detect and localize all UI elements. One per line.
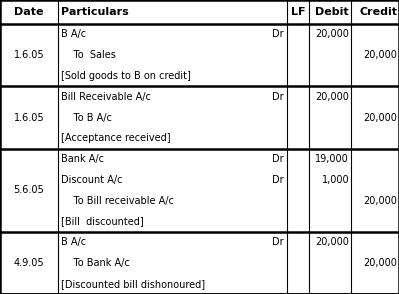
Text: [Discounted bill dishonoured]: [Discounted bill dishonoured] — [61, 279, 205, 289]
Text: Dr: Dr — [273, 237, 284, 247]
Text: [Bill  discounted]: [Bill discounted] — [61, 216, 144, 226]
Text: B A/c: B A/c — [61, 29, 86, 39]
Text: To  Sales: To Sales — [61, 50, 116, 60]
Text: 1,000: 1,000 — [322, 175, 349, 185]
Text: [Acceptance received]: [Acceptance received] — [61, 133, 171, 143]
Text: To Bank A/c: To Bank A/c — [61, 258, 130, 268]
Text: To Bill receivable A/c: To Bill receivable A/c — [61, 196, 174, 206]
Text: 20,000: 20,000 — [363, 196, 397, 206]
Text: 5.6.05: 5.6.05 — [14, 185, 44, 195]
Text: Dr: Dr — [273, 154, 284, 164]
Text: 4.9.05: 4.9.05 — [14, 258, 44, 268]
Text: 20,000: 20,000 — [363, 258, 397, 268]
Text: 20,000: 20,000 — [315, 237, 349, 247]
Text: B A/c: B A/c — [61, 237, 86, 247]
Text: Credit: Credit — [359, 7, 397, 17]
Text: LF: LF — [291, 7, 306, 17]
Text: Debit: Debit — [316, 7, 349, 17]
Text: 20,000: 20,000 — [363, 113, 397, 123]
Text: 19,000: 19,000 — [315, 154, 349, 164]
Text: Bill Receivable A/c: Bill Receivable A/c — [61, 92, 151, 102]
Text: Dr: Dr — [273, 92, 284, 102]
Text: Bank A/c: Bank A/c — [61, 154, 104, 164]
Text: 20,000: 20,000 — [363, 50, 397, 60]
Text: 20,000: 20,000 — [315, 29, 349, 39]
Text: 1.6.05: 1.6.05 — [14, 113, 44, 123]
Text: 20,000: 20,000 — [315, 92, 349, 102]
Text: [Sold goods to B on credit]: [Sold goods to B on credit] — [61, 71, 191, 81]
Text: Dr: Dr — [273, 175, 284, 185]
Text: Particulars: Particulars — [61, 7, 129, 17]
Text: Date: Date — [14, 7, 43, 17]
Text: Discount A/c: Discount A/c — [61, 175, 122, 185]
Text: To B A/c: To B A/c — [61, 113, 112, 123]
Text: Dr: Dr — [273, 29, 284, 39]
Text: 1.6.05: 1.6.05 — [14, 50, 44, 60]
